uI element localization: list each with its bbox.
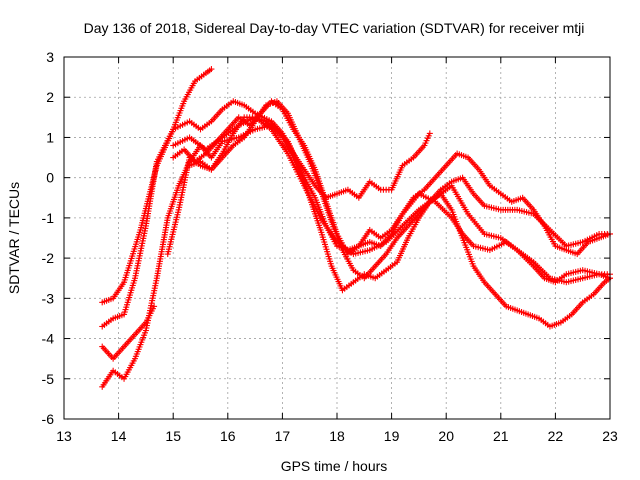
x-tick-label: 17 xyxy=(275,428,291,444)
series-group xyxy=(99,66,613,390)
x-tick-label: 23 xyxy=(602,428,618,444)
x-tick-label: 18 xyxy=(329,428,345,444)
series-track-h xyxy=(170,114,613,286)
data-point-marker xyxy=(208,66,215,73)
x-tick-label: 13 xyxy=(56,428,72,444)
x-tick-label: 22 xyxy=(548,428,564,444)
y-tick-label: 1 xyxy=(46,129,54,145)
series-line xyxy=(166,116,610,292)
y-tick-label: -3 xyxy=(42,290,55,306)
data-point-marker xyxy=(426,130,433,137)
x-tick-label: 21 xyxy=(493,428,509,444)
series-track-d xyxy=(99,303,158,362)
x-tick-label: 19 xyxy=(384,428,400,444)
series-line xyxy=(172,116,610,284)
x-tick-label: 20 xyxy=(438,428,454,444)
data-point-marker xyxy=(151,303,158,310)
y-tick-label: -5 xyxy=(42,371,55,387)
series-track-g xyxy=(186,98,613,330)
y-tick-label: 2 xyxy=(46,89,54,105)
series-track-a xyxy=(99,66,215,306)
x-axis-label: GPS time / hours xyxy=(281,458,388,474)
y-tick-label: -4 xyxy=(42,331,55,347)
x-tick-label: 16 xyxy=(220,428,236,444)
x-tick-label: 15 xyxy=(165,428,181,444)
y-tick-label: -2 xyxy=(42,250,55,266)
series-track-b xyxy=(99,98,433,330)
x-tick-label: 14 xyxy=(111,428,127,444)
plot-frame xyxy=(63,56,611,420)
y-tick-label: 0 xyxy=(46,170,54,186)
y-axis-label: SDTVAR / TECUs xyxy=(6,182,22,294)
chart-title: Day 136 of 2018, Sidereal Day-to-day VTE… xyxy=(84,20,585,36)
y-tick-label: -1 xyxy=(42,210,55,226)
y-tick-label: -6 xyxy=(42,411,55,427)
y-tick-label: 3 xyxy=(46,49,54,65)
